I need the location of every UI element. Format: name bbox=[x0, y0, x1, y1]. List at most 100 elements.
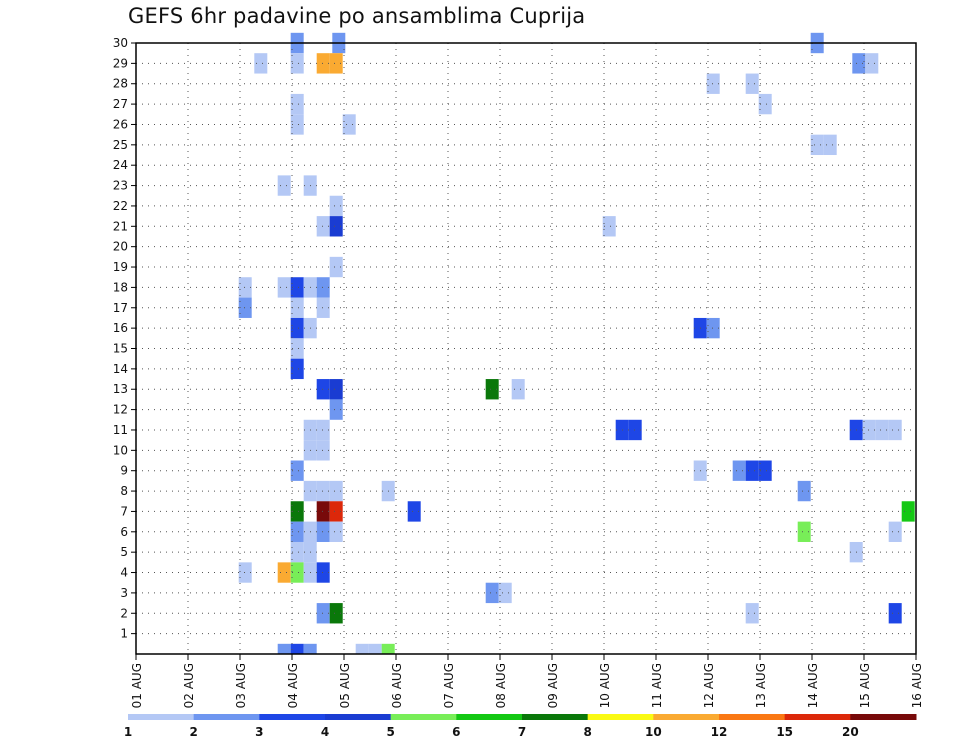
y-tick-label: 29 bbox=[113, 56, 128, 70]
heatmap-cell bbox=[290, 93, 304, 115]
heatmap-cell bbox=[254, 53, 268, 74]
legend-color-swatch bbox=[522, 714, 589, 720]
y-tick-label: 9 bbox=[120, 464, 128, 478]
heatmap-cell bbox=[290, 643, 304, 654]
heatmap-cell bbox=[485, 582, 499, 604]
y-tick-label: 20 bbox=[113, 240, 128, 254]
heatmap-cell bbox=[303, 643, 317, 654]
heatmap-cell bbox=[290, 460, 304, 481]
y-tick-label: 8 bbox=[120, 484, 128, 498]
heatmap-cell bbox=[329, 603, 343, 624]
color-legend: 1 2 3 4 5 6 7 8 10 12 15 20 bbox=[124, 714, 917, 739]
heatmap-cell bbox=[316, 216, 330, 237]
y-tick-label: 4 bbox=[120, 566, 128, 580]
heatmap-cell bbox=[888, 603, 902, 624]
heatmap-cell bbox=[290, 338, 304, 359]
heatmap-cell bbox=[277, 643, 291, 654]
heatmap-cell bbox=[329, 480, 343, 502]
legend-color-swatch bbox=[259, 714, 326, 720]
legend-label: 6 bbox=[452, 725, 460, 739]
y-tick-label: 11 bbox=[113, 423, 128, 437]
heatmap-cell bbox=[368, 643, 382, 654]
y-tick-label: 2 bbox=[120, 606, 128, 620]
y-tick-label: 25 bbox=[113, 138, 128, 152]
y-tick-label: 1 bbox=[120, 627, 128, 641]
heatmap-cell bbox=[745, 73, 759, 94]
heatmap-cell bbox=[277, 562, 291, 583]
heatmap-cell bbox=[290, 521, 304, 542]
legend-color-swatch bbox=[456, 714, 523, 720]
legend-color-swatch bbox=[719, 714, 786, 720]
legend-color-swatch bbox=[325, 714, 392, 720]
heatmap-cell bbox=[797, 521, 811, 542]
x-tick-label: 15 AUG bbox=[858, 663, 872, 708]
x-tick-label: 12 AUG bbox=[702, 663, 716, 708]
x-tick-label: 07 AUG bbox=[442, 663, 456, 708]
heatmap-cell bbox=[316, 521, 330, 542]
y-axis: 1234567891011121314151617181920212223242… bbox=[113, 36, 136, 641]
heatmap-cell bbox=[238, 297, 252, 318]
heatmap-cell bbox=[316, 379, 330, 400]
heatmap-cell bbox=[342, 114, 356, 135]
legend-label: 8 bbox=[583, 725, 591, 739]
heatmap-cell bbox=[277, 175, 291, 196]
x-tick-label: 11 AUG bbox=[650, 663, 664, 708]
y-tick-label: 13 bbox=[113, 382, 128, 396]
heatmap-cell bbox=[290, 562, 304, 583]
grid-lines bbox=[136, 43, 916, 654]
heatmap-cell bbox=[875, 419, 889, 441]
heatmap-cell bbox=[238, 277, 252, 298]
legend-label: 5 bbox=[386, 725, 394, 739]
x-tick-label: 04 AUG bbox=[286, 663, 300, 708]
y-tick-label: 17 bbox=[113, 301, 128, 315]
x-axis: 01 AUG 02 AUG 03 AUG 04 AUG 05 AUG 06 AUG 07 A… bbox=[130, 654, 924, 708]
y-tick-label: 12 bbox=[113, 403, 128, 417]
legend-label: 4 bbox=[321, 725, 329, 739]
heatmap-cells bbox=[238, 32, 915, 654]
heatmap-cell bbox=[407, 501, 421, 522]
heatmap-cell bbox=[901, 501, 915, 522]
legend-label: 3 bbox=[255, 725, 263, 739]
heatmap-cell bbox=[810, 134, 824, 156]
x-tick-label: 10 AUG bbox=[598, 663, 612, 708]
heatmap-cell bbox=[865, 53, 879, 74]
heatmap-cell bbox=[316, 419, 330, 441]
x-tick-label: 02 AUG bbox=[182, 663, 196, 708]
heatmap-cell bbox=[381, 643, 395, 654]
heatmap-cell bbox=[290, 501, 304, 522]
legend-label: 7 bbox=[518, 725, 526, 739]
heatmap-cell bbox=[888, 521, 902, 542]
heatmap-cell bbox=[290, 277, 304, 298]
heatmap-cell bbox=[862, 419, 876, 441]
heatmap-cell bbox=[745, 603, 759, 624]
x-tick-label: 01 AUG bbox=[130, 663, 144, 708]
legend-label: 12 bbox=[711, 725, 728, 739]
heatmap-cell bbox=[290, 53, 304, 74]
heatmap-cell bbox=[329, 256, 343, 278]
y-tick-label: 3 bbox=[120, 586, 128, 600]
heatmap-cell bbox=[758, 460, 772, 481]
heatmap-cell bbox=[329, 195, 343, 217]
heatmap-cell bbox=[852, 53, 866, 74]
heatmap-cell bbox=[329, 216, 343, 237]
heatmap-cell bbox=[706, 73, 720, 94]
heatmap-cell bbox=[316, 277, 330, 298]
y-tick-label: 16 bbox=[113, 321, 128, 335]
y-tick-label: 5 bbox=[120, 545, 128, 559]
y-tick-label: 30 bbox=[113, 36, 128, 50]
y-tick-label: 10 bbox=[113, 443, 128, 457]
x-tick-label: 06 AUG bbox=[390, 663, 404, 708]
heatmap-cell bbox=[290, 297, 304, 318]
heatmap-cell bbox=[316, 603, 330, 624]
heatmap-cell bbox=[316, 480, 330, 502]
legend-color-swatch bbox=[193, 714, 260, 720]
legend-label: 15 bbox=[776, 725, 793, 739]
y-tick-label: 7 bbox=[120, 504, 128, 518]
heatmap-cell bbox=[290, 114, 304, 135]
legend-label: 10 bbox=[645, 725, 662, 739]
x-tick-label: 13 AUG bbox=[754, 663, 768, 708]
y-tick-label: 15 bbox=[113, 342, 128, 356]
x-tick-label: 08 AUG bbox=[494, 663, 508, 708]
legend-color-swatch bbox=[653, 714, 720, 720]
y-tick-label: 14 bbox=[113, 362, 128, 376]
